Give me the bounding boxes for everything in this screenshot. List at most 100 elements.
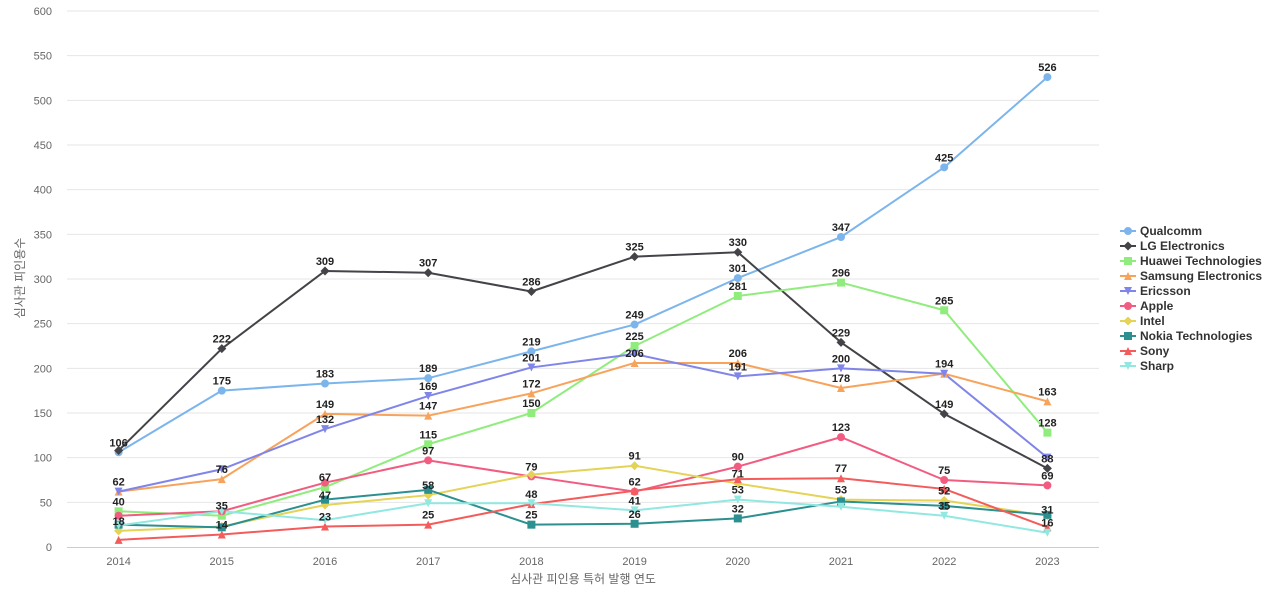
- legend-item[interactable]: Huawei Technologies: [1120, 254, 1262, 268]
- data-point-samsung-electronics: [321, 409, 329, 418]
- data-point-lg-electronics: [423, 268, 433, 278]
- data-label: 67: [319, 472, 331, 484]
- data-label: 18: [112, 516, 124, 528]
- data-point-apple: [733, 462, 742, 471]
- data-label: 52: [938, 486, 950, 498]
- data-point-ericsson: [321, 425, 329, 434]
- data-point-qualcomm: [424, 374, 433, 383]
- data-point-intel: [114, 526, 124, 536]
- y-tick-label: 150: [34, 408, 52, 420]
- data-label: 48: [525, 489, 537, 501]
- data-point-huawei-technologies: [1043, 428, 1052, 437]
- data-point-nokia-technologies: [733, 514, 742, 523]
- y-tick-label: 100: [34, 453, 52, 465]
- data-label: 201: [522, 352, 540, 364]
- x-tick-label: 2017: [416, 556, 440, 568]
- data-label: 229: [832, 327, 850, 339]
- data-label: 200: [832, 353, 850, 365]
- legend-marker: [1123, 241, 1133, 251]
- legend-item[interactable]: Ericsson: [1120, 284, 1191, 298]
- legend-item[interactable]: Samsung Electronics: [1120, 269, 1262, 283]
- data-point-huawei-technologies: [733, 291, 742, 300]
- data-label: 132: [316, 414, 334, 426]
- series-line-ericsson[interactable]: [118, 353, 1049, 493]
- data-label: 178: [832, 373, 850, 385]
- data-point-lg-electronics: [939, 409, 949, 419]
- data-point-nokia-technologies: [527, 520, 536, 529]
- data-point-lg-electronics: [630, 252, 640, 262]
- data-point-ericsson: [1043, 453, 1052, 462]
- data-point-samsung-electronics: [837, 383, 845, 392]
- data-label: 62: [112, 477, 124, 489]
- legend-item[interactable]: Sharp: [1120, 359, 1174, 373]
- data-point-samsung-electronics: [733, 358, 742, 367]
- data-point-qualcomm: [733, 274, 742, 283]
- data-label: 77: [835, 463, 847, 475]
- data-label: 219: [522, 336, 540, 348]
- data-point-sharp: [527, 499, 536, 508]
- series-line-qualcomm[interactable]: [118, 76, 1049, 454]
- y-tick-label: 50: [40, 497, 52, 509]
- data-label: 69: [1041, 470, 1053, 482]
- legend-label: Sony: [1140, 344, 1170, 358]
- series-line-huawei-technologies[interactable]: [118, 281, 1049, 517]
- data-point-qualcomm: [527, 347, 536, 356]
- data-label: 169: [419, 381, 437, 393]
- data-label: 301: [729, 263, 747, 275]
- data-label: 526: [1038, 62, 1056, 74]
- legend-label: Intel: [1140, 314, 1165, 328]
- data-point-sony: [630, 486, 639, 495]
- data-point-qualcomm: [837, 233, 845, 242]
- data-label: 40: [112, 496, 124, 508]
- legend-item[interactable]: Apple: [1120, 299, 1174, 313]
- legend-item[interactable]: Qualcomm: [1120, 224, 1202, 238]
- x-tick-label: 2015: [210, 556, 234, 568]
- data-point-apple: [940, 476, 949, 484]
- data-point-apple: [321, 478, 329, 487]
- data-point-huawei-technologies: [217, 511, 226, 520]
- data-point-apple: [424, 456, 433, 465]
- data-point-sharp: [114, 521, 123, 530]
- legend-marker: [1124, 272, 1132, 280]
- data-label: 147: [419, 401, 437, 413]
- series-line-sony[interactable]: [118, 477, 1048, 541]
- data-label: 35: [216, 501, 228, 513]
- data-point-lg-electronics: [836, 337, 846, 347]
- data-label: 307: [419, 258, 437, 270]
- data-point-huawei-technologies: [630, 342, 639, 350]
- data-point-intel: [630, 461, 640, 471]
- data-point-qualcomm: [630, 320, 639, 329]
- legend-item[interactable]: Sony: [1120, 344, 1170, 358]
- data-point-huawei-technologies: [837, 278, 845, 287]
- x-tick-label: 2016: [313, 556, 337, 568]
- legend-item[interactable]: LG Electronics: [1120, 239, 1225, 253]
- series-line-apple[interactable]: [118, 436, 1048, 517]
- data-point-apple: [837, 433, 845, 442]
- legend-label: Samsung Electronics: [1140, 269, 1262, 283]
- data-point-ericsson: [217, 465, 226, 474]
- legend-item[interactable]: Nokia Technologies: [1120, 329, 1253, 343]
- data-label: 53: [732, 485, 744, 497]
- data-point-huawei-technologies: [940, 306, 949, 315]
- data-point-qualcomm: [940, 163, 949, 172]
- series-line-nokia-technologies[interactable]: [118, 488, 1048, 529]
- data-label: 206: [625, 348, 643, 360]
- data-label: 163: [1038, 386, 1056, 398]
- data-label: 325: [625, 242, 643, 254]
- legend-marker: [1124, 332, 1132, 340]
- data-point-sony: [217, 530, 226, 539]
- data-point-samsung-electronics: [424, 411, 433, 420]
- data-point-nokia-technologies: [424, 485, 433, 494]
- series-line-samsung-electronics[interactable]: [118, 361, 1048, 493]
- legend-label: Huawei Technologies: [1140, 254, 1262, 268]
- series-line-lg-electronics[interactable]: [117, 251, 1048, 470]
- series-line-sharp[interactable]: [118, 498, 1048, 534]
- legend-item[interactable]: Intel: [1120, 314, 1165, 328]
- data-point-qualcomm: [217, 386, 226, 395]
- y-tick-label: 500: [34, 95, 52, 107]
- data-point-huawei-technologies: [321, 483, 329, 492]
- data-label: 206: [729, 348, 747, 360]
- data-point-ericsson: [733, 372, 742, 381]
- data-label: 296: [832, 268, 850, 280]
- data-point-nokia-technologies: [217, 523, 226, 532]
